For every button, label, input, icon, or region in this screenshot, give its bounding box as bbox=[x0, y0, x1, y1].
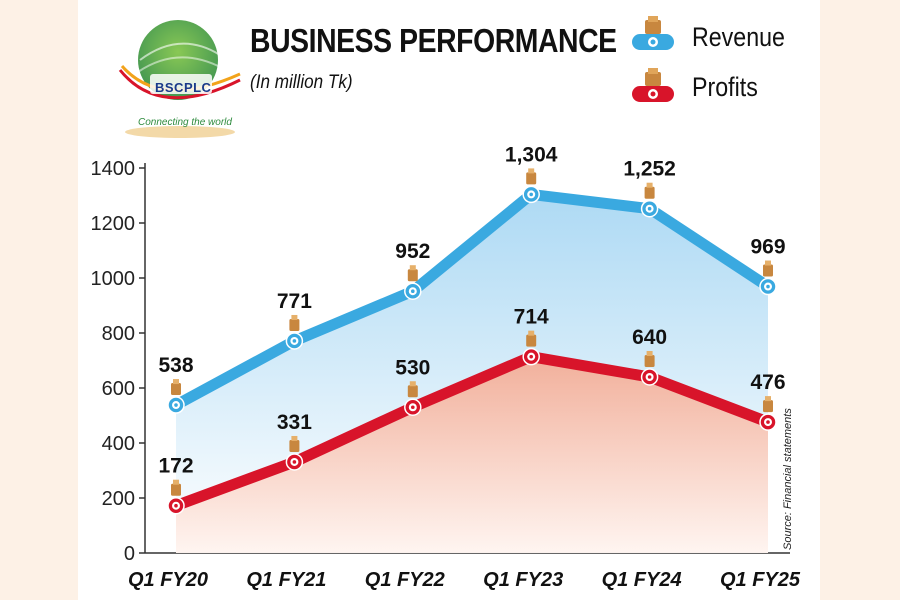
revenue-data-label-2: 952 bbox=[395, 240, 430, 263]
profits-point-dot-5 bbox=[766, 420, 770, 424]
profits-point-wire-5 bbox=[765, 396, 771, 402]
revenue-point-2 bbox=[404, 265, 422, 300]
x-tick-label-5: Q1 FY25 bbox=[720, 569, 801, 591]
x-tick-label-3: Q1 FY23 bbox=[483, 569, 563, 591]
revenue-point-0 bbox=[167, 379, 185, 414]
revenue-point-cable-4 bbox=[644, 186, 655, 199]
profits-point-wire-4 bbox=[646, 351, 653, 356]
profits-point-cable-2 bbox=[407, 385, 418, 398]
logo-tagline: Connecting the world bbox=[138, 117, 232, 128]
profits-line bbox=[170, 351, 774, 512]
revenue-point-cable-0 bbox=[171, 383, 181, 396]
revenue-data-label-0: 538 bbox=[158, 354, 193, 377]
y-tick-label-1200: 1200 bbox=[91, 213, 136, 235]
y-tick-label-800: 800 bbox=[102, 323, 135, 345]
revenue-point-dot-1 bbox=[292, 339, 297, 343]
x-tick-label-2: Q1 FY22 bbox=[365, 569, 445, 591]
y-tick-label-400: 400 bbox=[102, 433, 135, 455]
revenue-point-wire-1 bbox=[291, 314, 298, 320]
revenue-data-label-4: 1,252 bbox=[623, 158, 676, 181]
profits-data-label-3: 714 bbox=[514, 306, 549, 329]
logo-name: BSCPLC bbox=[155, 80, 212, 95]
legend-icons bbox=[632, 16, 674, 102]
profits-data-label-4: 640 bbox=[632, 326, 667, 349]
legend-profits-label: Profits bbox=[692, 72, 758, 102]
revenue-point-4 bbox=[640, 182, 659, 218]
x-tick-label-1: Q1 FY21 bbox=[246, 569, 326, 591]
bscplc-logo bbox=[118, 20, 241, 138]
profits-point-wire-0 bbox=[173, 479, 179, 485]
profits-point-dot-2 bbox=[411, 405, 415, 410]
profits-point-wire-2 bbox=[409, 381, 416, 387]
profits-data-label-2: 530 bbox=[395, 356, 430, 379]
revenue-point-wire-3 bbox=[528, 168, 535, 174]
profits-point-1 bbox=[285, 435, 304, 471]
axes: 0 200 400 600 800 1000 1200 1400 Q1 FY20 Q1 FY21 Q… bbox=[91, 158, 801, 591]
revenue-point-dot-0 bbox=[174, 403, 178, 407]
legend-revenue-label: Revenue bbox=[692, 22, 785, 52]
series-lines bbox=[170, 188, 774, 512]
profits-area bbox=[176, 356, 768, 553]
revenue-point-3 bbox=[522, 168, 540, 204]
areas bbox=[176, 194, 768, 553]
profits-point-0 bbox=[167, 479, 185, 515]
chart-subtitle: (In million Tk) bbox=[250, 72, 353, 93]
y-tick-label-1400: 1400 bbox=[91, 158, 136, 180]
revenue-point-cable-2 bbox=[407, 269, 418, 282]
profits-point-3 bbox=[522, 330, 540, 366]
profits-point-dot-1 bbox=[292, 460, 297, 464]
profits-point-dot-0 bbox=[174, 503, 178, 508]
profits-point-dot-4 bbox=[647, 375, 652, 379]
revenue-point-wire-4 bbox=[646, 182, 653, 188]
profits-point-dot-3 bbox=[529, 354, 533, 359]
profits-data-label-0: 172 bbox=[158, 455, 193, 478]
profits-point-cable-3 bbox=[526, 334, 537, 347]
revenue-point-wire-5 bbox=[765, 260, 771, 266]
profits-point-wire-3 bbox=[528, 330, 535, 336]
profits-point-2 bbox=[404, 381, 422, 416]
revenue-point-cable-5 bbox=[763, 264, 773, 277]
revenue-point-5 bbox=[759, 260, 777, 296]
profits-point-cable-1 bbox=[289, 439, 300, 452]
revenue-point-dot-4 bbox=[647, 206, 652, 211]
revenue-point-1 bbox=[285, 314, 304, 350]
revenue-line bbox=[170, 188, 774, 411]
markers bbox=[167, 168, 777, 515]
profits-point-5 bbox=[759, 396, 777, 431]
revenue-point-dot-5 bbox=[766, 284, 770, 289]
profits-point-cable-0 bbox=[171, 483, 181, 496]
legend-revenue-swatch bbox=[632, 16, 674, 50]
data-labels: 538 771 952 1,304 1,252 969 172 331 530 714 640 476 bbox=[158, 143, 785, 477]
profits-data-label-1: 331 bbox=[277, 411, 312, 434]
revenue-data-label-5: 969 bbox=[750, 236, 785, 259]
y-tick-label-200: 200 bbox=[102, 488, 135, 510]
revenue-point-cable-3 bbox=[526, 172, 537, 185]
revenue-point-cable-1 bbox=[289, 318, 300, 331]
chart-title: BUSINESS PERFORMANCE bbox=[250, 22, 617, 59]
profits-point-cable-4 bbox=[644, 355, 655, 367]
revenue-data-label-1: 771 bbox=[277, 290, 312, 313]
revenue-point-dot-3 bbox=[529, 192, 533, 197]
y-tick-label-600: 600 bbox=[102, 378, 135, 400]
revenue-point-wire-2 bbox=[409, 265, 416, 271]
x-tick-label-4: Q1 FY24 bbox=[602, 569, 682, 591]
revenue-point-wire-0 bbox=[173, 379, 179, 385]
profits-point-wire-1 bbox=[291, 435, 298, 441]
profits-data-label-5: 476 bbox=[750, 371, 785, 394]
revenue-data-label-3: 1,304 bbox=[505, 143, 558, 166]
x-tick-label-0: Q1 FY20 bbox=[128, 569, 208, 591]
y-tick-label-1000: 1000 bbox=[91, 268, 136, 290]
profits-point-4 bbox=[640, 351, 659, 386]
y-tick-label-0: 0 bbox=[124, 543, 135, 565]
legend-profits-swatch bbox=[632, 68, 674, 102]
profits-point-cable-5 bbox=[763, 400, 773, 413]
revenue-point-dot-2 bbox=[411, 289, 415, 293]
